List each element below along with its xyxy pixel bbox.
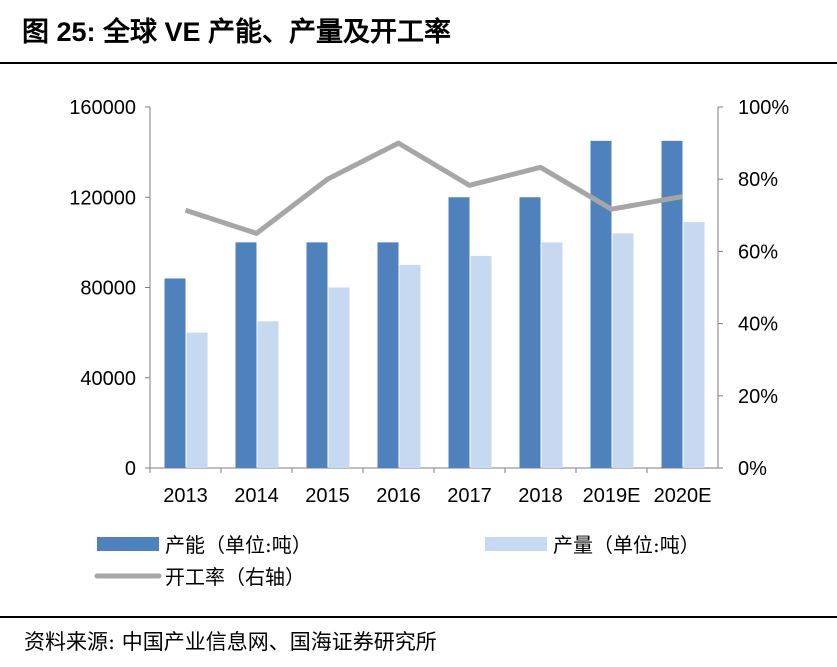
x-tick-label: 2020E <box>654 485 712 507</box>
left-tick-label: 120000 <box>69 187 136 209</box>
left-tick-label: 80000 <box>80 278 136 300</box>
production-bar <box>541 242 563 468</box>
x-tick-label: 2014 <box>234 485 279 507</box>
right-tick-label: 20% <box>738 386 778 408</box>
capacity-bar <box>164 278 186 468</box>
legend-label: 产能（单位:吨） <box>165 533 312 557</box>
right-tick-label: 60% <box>738 241 778 263</box>
x-tick-label: 2019E <box>583 485 641 507</box>
capacity-bar <box>519 197 541 468</box>
right-tick-label: 0% <box>738 458 767 480</box>
x-tick-label: 2018 <box>518 485 563 507</box>
x-tick-label: 2015 <box>305 485 350 507</box>
source-note: 资料来源: 中国产业信息网、国海证券研究所 <box>24 630 437 654</box>
capacity-bar <box>661 140 683 468</box>
utilization-line <box>184 140 683 236</box>
production-bar <box>186 332 208 468</box>
x-tick-label: 2013 <box>163 485 208 507</box>
production-bar <box>683 222 705 468</box>
legend-label: 开工率（右轴） <box>165 565 305 589</box>
capacity-bar <box>448 197 470 468</box>
source-divider <box>0 616 837 618</box>
capacity-bar <box>235 242 257 468</box>
figure-title: 图 25: 全球 VE 产能、产量及开工率 <box>22 17 452 47</box>
production-bar <box>399 264 421 468</box>
production-bar <box>257 321 279 468</box>
legend-swatch <box>97 537 159 551</box>
x-tick-label: 2016 <box>376 485 421 507</box>
production-bar <box>470 255 492 468</box>
production-bar <box>612 233 634 468</box>
title-divider <box>0 62 837 64</box>
right-tick-label: 80% <box>738 169 778 191</box>
left-tick-label: 40000 <box>80 368 136 390</box>
legend-label: 产量（单位:吨） <box>553 533 700 557</box>
legend-swatch <box>485 537 547 551</box>
capacity-bar <box>377 242 399 468</box>
right-tick-label: 40% <box>738 314 778 336</box>
left-tick-label: 0 <box>125 458 136 480</box>
left-tick-label: 160000 <box>69 97 136 119</box>
capacity-bar <box>590 140 612 468</box>
capacity-bar <box>306 242 328 468</box>
right-tick-label: 100% <box>738 97 789 119</box>
production-bar <box>328 287 350 468</box>
x-tick-label: 2017 <box>447 485 492 507</box>
